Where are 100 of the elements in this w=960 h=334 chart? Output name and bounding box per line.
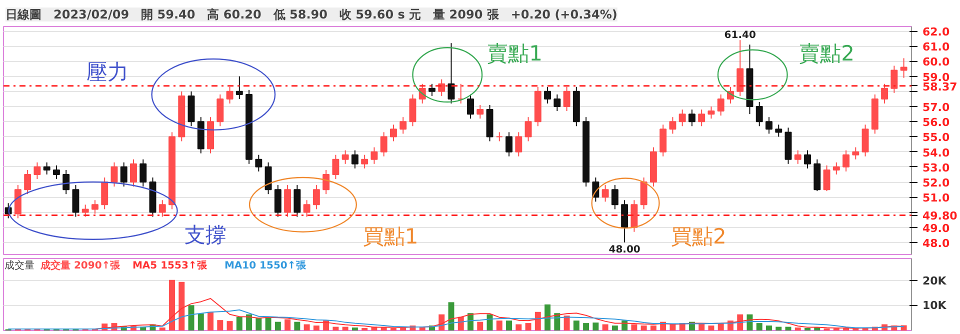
ref-line-label: 49.80 bbox=[922, 210, 958, 223]
text: 成交量 2090↑張 bbox=[39, 260, 122, 272]
y-tick-label: 48.0 bbox=[922, 236, 950, 250]
candlestick bbox=[264, 162, 272, 195]
candlestick bbox=[554, 94, 561, 112]
candlestick bbox=[370, 146, 378, 164]
annotation: 賣點2 bbox=[799, 42, 854, 66]
bar bbox=[304, 324, 310, 330]
bar bbox=[313, 326, 320, 330]
candlestick bbox=[669, 116, 676, 134]
candlestick bbox=[630, 200, 638, 232]
candlestick bbox=[390, 124, 397, 142]
annotation: 買點2 bbox=[671, 224, 726, 248]
candlestick bbox=[804, 150, 811, 169]
y-tick-label: 56.0 bbox=[922, 116, 950, 130]
bar bbox=[650, 326, 656, 330]
bar bbox=[794, 328, 801, 330]
y-tick-label: 57.0 bbox=[922, 101, 950, 114]
candlestick bbox=[660, 124, 667, 157]
candlestick bbox=[43, 162, 50, 175]
candlestick bbox=[351, 150, 358, 169]
annotation: 買點1 bbox=[362, 224, 418, 248]
bar bbox=[592, 322, 599, 330]
candlestick bbox=[332, 154, 340, 180]
candlestick bbox=[120, 162, 128, 188]
y-axis-title: 成交量 bbox=[4, 260, 34, 272]
candlestick bbox=[312, 184, 320, 210]
candlestick bbox=[72, 184, 80, 218]
candlestick bbox=[140, 158, 147, 188]
candlestick bbox=[400, 116, 407, 134]
ref-line-label: 58.37 bbox=[922, 80, 958, 94]
y-tick-label: 53.0 bbox=[922, 161, 950, 174]
candlestick bbox=[496, 132, 503, 142]
bar bbox=[573, 320, 580, 330]
bar bbox=[670, 324, 676, 330]
bar bbox=[564, 316, 570, 330]
bar bbox=[496, 320, 502, 330]
y-tick-label: 62.0 bbox=[922, 26, 950, 39]
candlestick bbox=[342, 150, 349, 164]
bar bbox=[265, 316, 272, 330]
candlestick bbox=[34, 162, 41, 180]
candlestick bbox=[380, 132, 388, 157]
candlestick bbox=[775, 124, 782, 138]
candlestick bbox=[322, 169, 330, 195]
candlestick bbox=[756, 101, 763, 127]
y-tick-label: 51.0 bbox=[922, 192, 950, 205]
candlestick bbox=[457, 83, 464, 104]
candlestick bbox=[678, 109, 686, 127]
candlestick bbox=[602, 184, 609, 202]
y-tick-label: 54.0 bbox=[922, 146, 950, 160]
chart-title: 日線圖 2023/02/09 開 59.40 高 60.20 低 58.90 收 59.60 s 元 量 2090 張 +0.20 (+0.34%) bbox=[6, 8, 618, 22]
bar bbox=[631, 324, 638, 330]
bar bbox=[766, 326, 772, 330]
y-tick-label: 60.0 bbox=[922, 56, 950, 69]
candlestick bbox=[409, 94, 416, 127]
candlestick bbox=[524, 116, 532, 142]
y-tick-label: 55.0 bbox=[922, 131, 950, 144]
candlestick bbox=[110, 162, 118, 188]
y-tick-label: 10K bbox=[922, 299, 947, 312]
bar bbox=[602, 324, 608, 330]
candlestick bbox=[52, 164, 60, 180]
bar bbox=[284, 319, 291, 330]
bar bbox=[506, 320, 512, 330]
candlestick bbox=[91, 200, 98, 214]
bar bbox=[208, 312, 214, 330]
annotation: 壓力 bbox=[86, 60, 128, 84]
bar bbox=[352, 328, 358, 330]
candlestick bbox=[640, 176, 648, 210]
candlestick bbox=[900, 58, 908, 78]
candlestick bbox=[506, 132, 512, 157]
candlestick bbox=[698, 109, 706, 127]
bar bbox=[332, 326, 339, 330]
candlestick bbox=[158, 200, 166, 218]
y-tick-label: 52.0 bbox=[922, 176, 950, 190]
candlestick bbox=[82, 204, 89, 218]
bar bbox=[525, 323, 532, 330]
candlestick bbox=[736, 40, 744, 96]
bar bbox=[516, 324, 522, 330]
candlestick bbox=[881, 83, 888, 104]
candlestick bbox=[255, 154, 262, 172]
candlestick bbox=[852, 146, 860, 160]
candlestick bbox=[708, 106, 715, 120]
bar bbox=[583, 323, 590, 330]
bar bbox=[708, 326, 714, 330]
candlestick bbox=[544, 86, 552, 104]
candlestick bbox=[467, 94, 474, 120]
annotation: 支撐 bbox=[184, 222, 227, 247]
candlestick bbox=[216, 94, 224, 127]
candlestick bbox=[476, 104, 484, 120]
candlestick bbox=[717, 94, 724, 116]
candlestick bbox=[563, 86, 570, 112]
bar bbox=[294, 322, 300, 330]
candlestick bbox=[688, 109, 696, 127]
y-tick-label: 49.0 bbox=[922, 222, 950, 235]
bar bbox=[756, 323, 762, 330]
bar bbox=[217, 320, 224, 330]
bar bbox=[640, 326, 647, 330]
bar bbox=[236, 316, 242, 330]
y-tick-label: 20K bbox=[922, 274, 947, 288]
candlestick bbox=[294, 184, 301, 218]
